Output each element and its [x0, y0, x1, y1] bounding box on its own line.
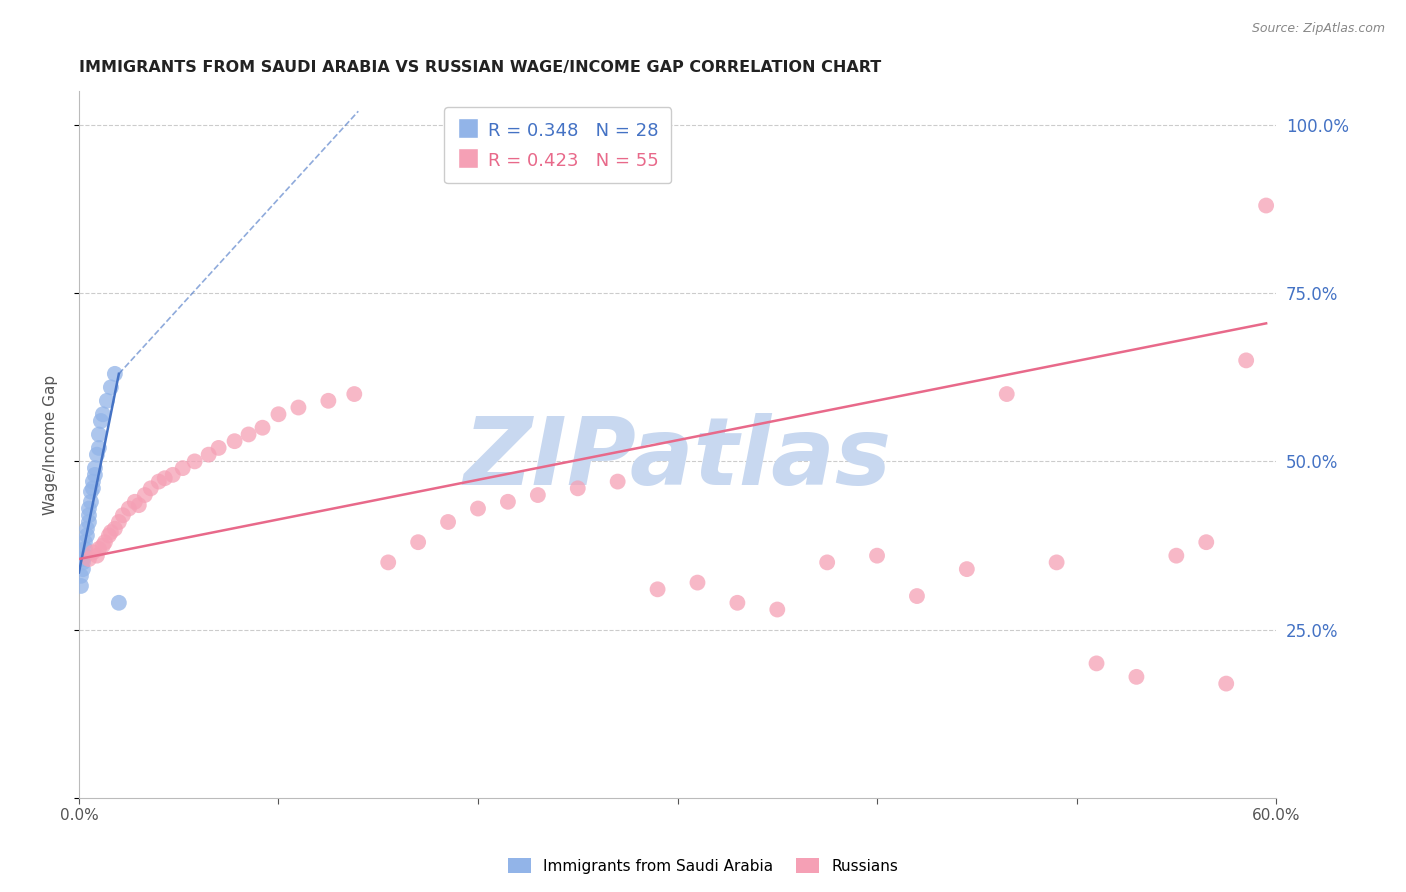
Point	[100, 380, 122, 394]
Point	[686, 575, 709, 590]
Point	[124, 495, 146, 509]
Point	[406, 535, 429, 549]
Point	[287, 401, 309, 415]
Point	[94, 535, 117, 549]
Point	[73, 541, 96, 556]
Point	[197, 448, 219, 462]
Point	[73, 535, 96, 549]
Point	[318, 393, 340, 408]
Point	[86, 448, 108, 462]
Point	[82, 481, 104, 495]
Y-axis label: Wage/Income Gap: Wage/Income Gap	[44, 375, 58, 515]
Point	[100, 525, 122, 540]
Point	[91, 539, 114, 553]
Point	[72, 555, 94, 569]
Point	[1215, 676, 1237, 690]
Point	[815, 555, 838, 569]
Legend: Immigrants from Saudi Arabia, Russians: Immigrants from Saudi Arabia, Russians	[502, 852, 904, 880]
Point	[73, 549, 96, 563]
Point	[97, 528, 120, 542]
Text: IMMIGRANTS FROM SAUDI ARABIA VS RUSSIAN WAGE/INCOME GAP CORRELATION CHART: IMMIGRANTS FROM SAUDI ARABIA VS RUSSIAN …	[79, 60, 882, 75]
Point	[111, 508, 134, 523]
Point	[647, 582, 669, 597]
Point	[70, 569, 93, 583]
Point	[1195, 535, 1218, 549]
Point	[377, 555, 399, 569]
Point	[108, 596, 131, 610]
Point	[496, 495, 519, 509]
Point	[956, 562, 979, 576]
Point	[252, 421, 274, 435]
Point	[606, 475, 628, 489]
Point	[1085, 657, 1108, 671]
Point	[224, 434, 246, 449]
Point	[527, 488, 550, 502]
Point	[104, 367, 127, 381]
Point	[267, 407, 290, 421]
Point	[118, 501, 141, 516]
Point	[905, 589, 928, 603]
Point	[77, 508, 100, 523]
Point	[995, 387, 1018, 401]
Point	[725, 596, 748, 610]
Point	[84, 461, 107, 475]
Point	[183, 454, 205, 468]
Point	[80, 495, 103, 509]
Point	[90, 414, 112, 428]
Legend: R = 0.348   N = 28, R = 0.423   N = 55: R = 0.348 N = 28, R = 0.423 N = 55	[444, 107, 671, 183]
Point	[343, 387, 366, 401]
Point	[72, 562, 94, 576]
Point	[80, 484, 103, 499]
Point	[148, 475, 170, 489]
Point	[1234, 353, 1257, 368]
Point	[96, 393, 118, 408]
Point	[1166, 549, 1188, 563]
Point	[153, 471, 176, 485]
Point	[207, 441, 229, 455]
Text: ZIPatlas: ZIPatlas	[464, 413, 891, 505]
Point	[82, 475, 104, 489]
Point	[172, 461, 194, 475]
Text: Source: ZipAtlas.com: Source: ZipAtlas.com	[1251, 22, 1385, 36]
Point	[108, 515, 131, 529]
Point	[82, 545, 104, 559]
Point	[77, 552, 100, 566]
Point	[76, 528, 98, 542]
Point	[91, 407, 114, 421]
Point	[72, 552, 94, 566]
Point	[866, 549, 889, 563]
Point	[128, 498, 150, 512]
Point	[1256, 198, 1278, 212]
Point	[238, 427, 260, 442]
Point	[87, 427, 110, 442]
Point	[87, 441, 110, 455]
Point	[766, 602, 789, 616]
Point	[1125, 670, 1147, 684]
Point	[77, 501, 100, 516]
Point	[139, 481, 162, 495]
Point	[77, 515, 100, 529]
Point	[162, 467, 184, 482]
Point	[134, 488, 156, 502]
Point	[76, 522, 98, 536]
Point	[86, 549, 108, 563]
Point	[104, 522, 127, 536]
Point	[1046, 555, 1069, 569]
Point	[567, 481, 589, 495]
Point	[467, 501, 489, 516]
Point	[84, 467, 107, 482]
Point	[87, 541, 110, 556]
Point	[70, 579, 93, 593]
Point	[437, 515, 460, 529]
